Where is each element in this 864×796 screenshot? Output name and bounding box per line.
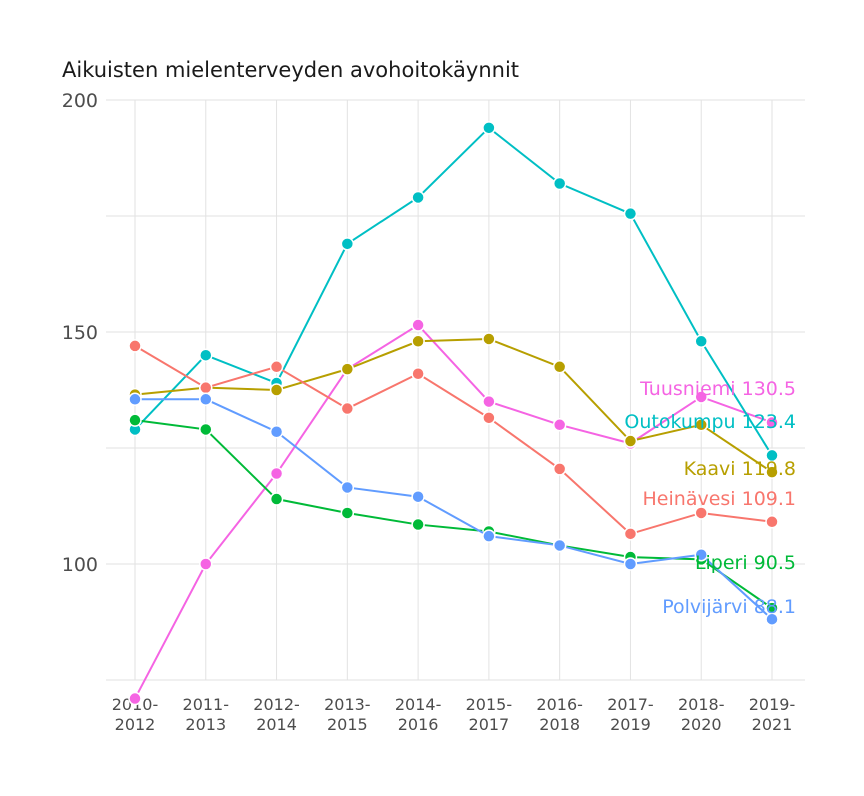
series-line: [134, 337, 773, 473]
end-labels: Tuusniemi 130.5 Outokumpu 123.4 Kaavi 119.…: [624, 378, 796, 618]
data-point: [694, 547, 708, 562]
data-point: [340, 506, 355, 520]
x-tick-label: 2015-2017: [466, 695, 513, 734]
series-line: [135, 398, 773, 620]
data-point: [128, 392, 142, 407]
data-point: [411, 517, 425, 532]
end-label: Heinävesi 109.1: [643, 488, 796, 510]
end-label: Outokumpu 123.4: [624, 411, 796, 433]
x-axis: 2010-20122011-20132012-20142013-20152014…: [112, 695, 796, 734]
data-point: [765, 448, 779, 463]
data-point: [199, 392, 213, 407]
y-tick-label: 100: [62, 554, 98, 576]
data-point: [340, 237, 355, 251]
data-point: [765, 415, 779, 430]
data-point: [694, 390, 708, 404]
data-point: [552, 538, 567, 553]
data-point: [623, 434, 638, 448]
data-point: [482, 411, 496, 425]
data-point: [269, 383, 284, 397]
data-point: [765, 612, 779, 626]
data-point: [340, 362, 355, 376]
x-tick-label: 2017-2019: [607, 695, 654, 734]
data-point: [411, 334, 425, 349]
data-point: [269, 492, 284, 506]
series-line: [134, 323, 773, 700]
data-point: [128, 339, 142, 353]
x-tick-label: 2019-2021: [749, 695, 796, 734]
data-point: [269, 466, 284, 481]
x-tick-label: 2011-2013: [183, 695, 230, 734]
data-point: [340, 401, 355, 416]
x-tick-label: 2012-2014: [253, 695, 300, 734]
data-point: [552, 176, 567, 191]
data-point: [482, 394, 496, 409]
x-tick-label: 2016-2018: [536, 695, 583, 734]
end-label: Kaavi 119.8: [684, 458, 796, 480]
data-point: [623, 527, 638, 541]
data-point: [128, 691, 142, 706]
y-tick-label: 200: [62, 90, 98, 112]
end-label: Liperi 90.5: [695, 552, 796, 574]
data-point: [765, 465, 779, 479]
x-tick-label: 2013-2015: [324, 695, 371, 734]
data-point: [552, 418, 567, 432]
data-point: [482, 332, 496, 346]
series-group: [128, 121, 779, 706]
end-label: Tuusniemi 130.5: [639, 378, 796, 400]
y-tick-label: 150: [62, 322, 98, 344]
data-point: [411, 190, 425, 205]
data-point: [552, 360, 567, 374]
data-point: [765, 515, 779, 529]
data-point: [269, 425, 284, 439]
end-label: Polvijärvi 88.1: [662, 596, 796, 618]
data-point: [199, 380, 213, 395]
data-point: [552, 462, 567, 476]
data-point: [128, 413, 142, 427]
chart-title: Aikuisten mielenterveyden avohoitokäynni…: [62, 58, 519, 82]
data-point: [694, 418, 708, 432]
data-point: [694, 506, 708, 520]
data-point: [482, 121, 496, 135]
data-point: [623, 206, 638, 221]
series-line: [134, 419, 773, 609]
data-point: [482, 529, 496, 543]
y-axis: 100 150 200: [62, 90, 98, 576]
data-point: [340, 480, 355, 495]
grid-lines: [106, 99, 805, 681]
data-point: [411, 318, 425, 332]
data-point: [411, 489, 425, 504]
data-point: [199, 348, 213, 362]
data-point: [623, 557, 638, 571]
data-point: [411, 367, 425, 381]
x-tick-label: 2014-2016: [395, 695, 442, 734]
series-line: [134, 126, 773, 456]
data-point: [694, 334, 708, 349]
series-line: [134, 345, 773, 535]
data-point: [269, 360, 284, 374]
x-tick-label: 2018-2020: [678, 695, 725, 734]
data-point: [199, 557, 213, 571]
data-point: [199, 422, 213, 437]
